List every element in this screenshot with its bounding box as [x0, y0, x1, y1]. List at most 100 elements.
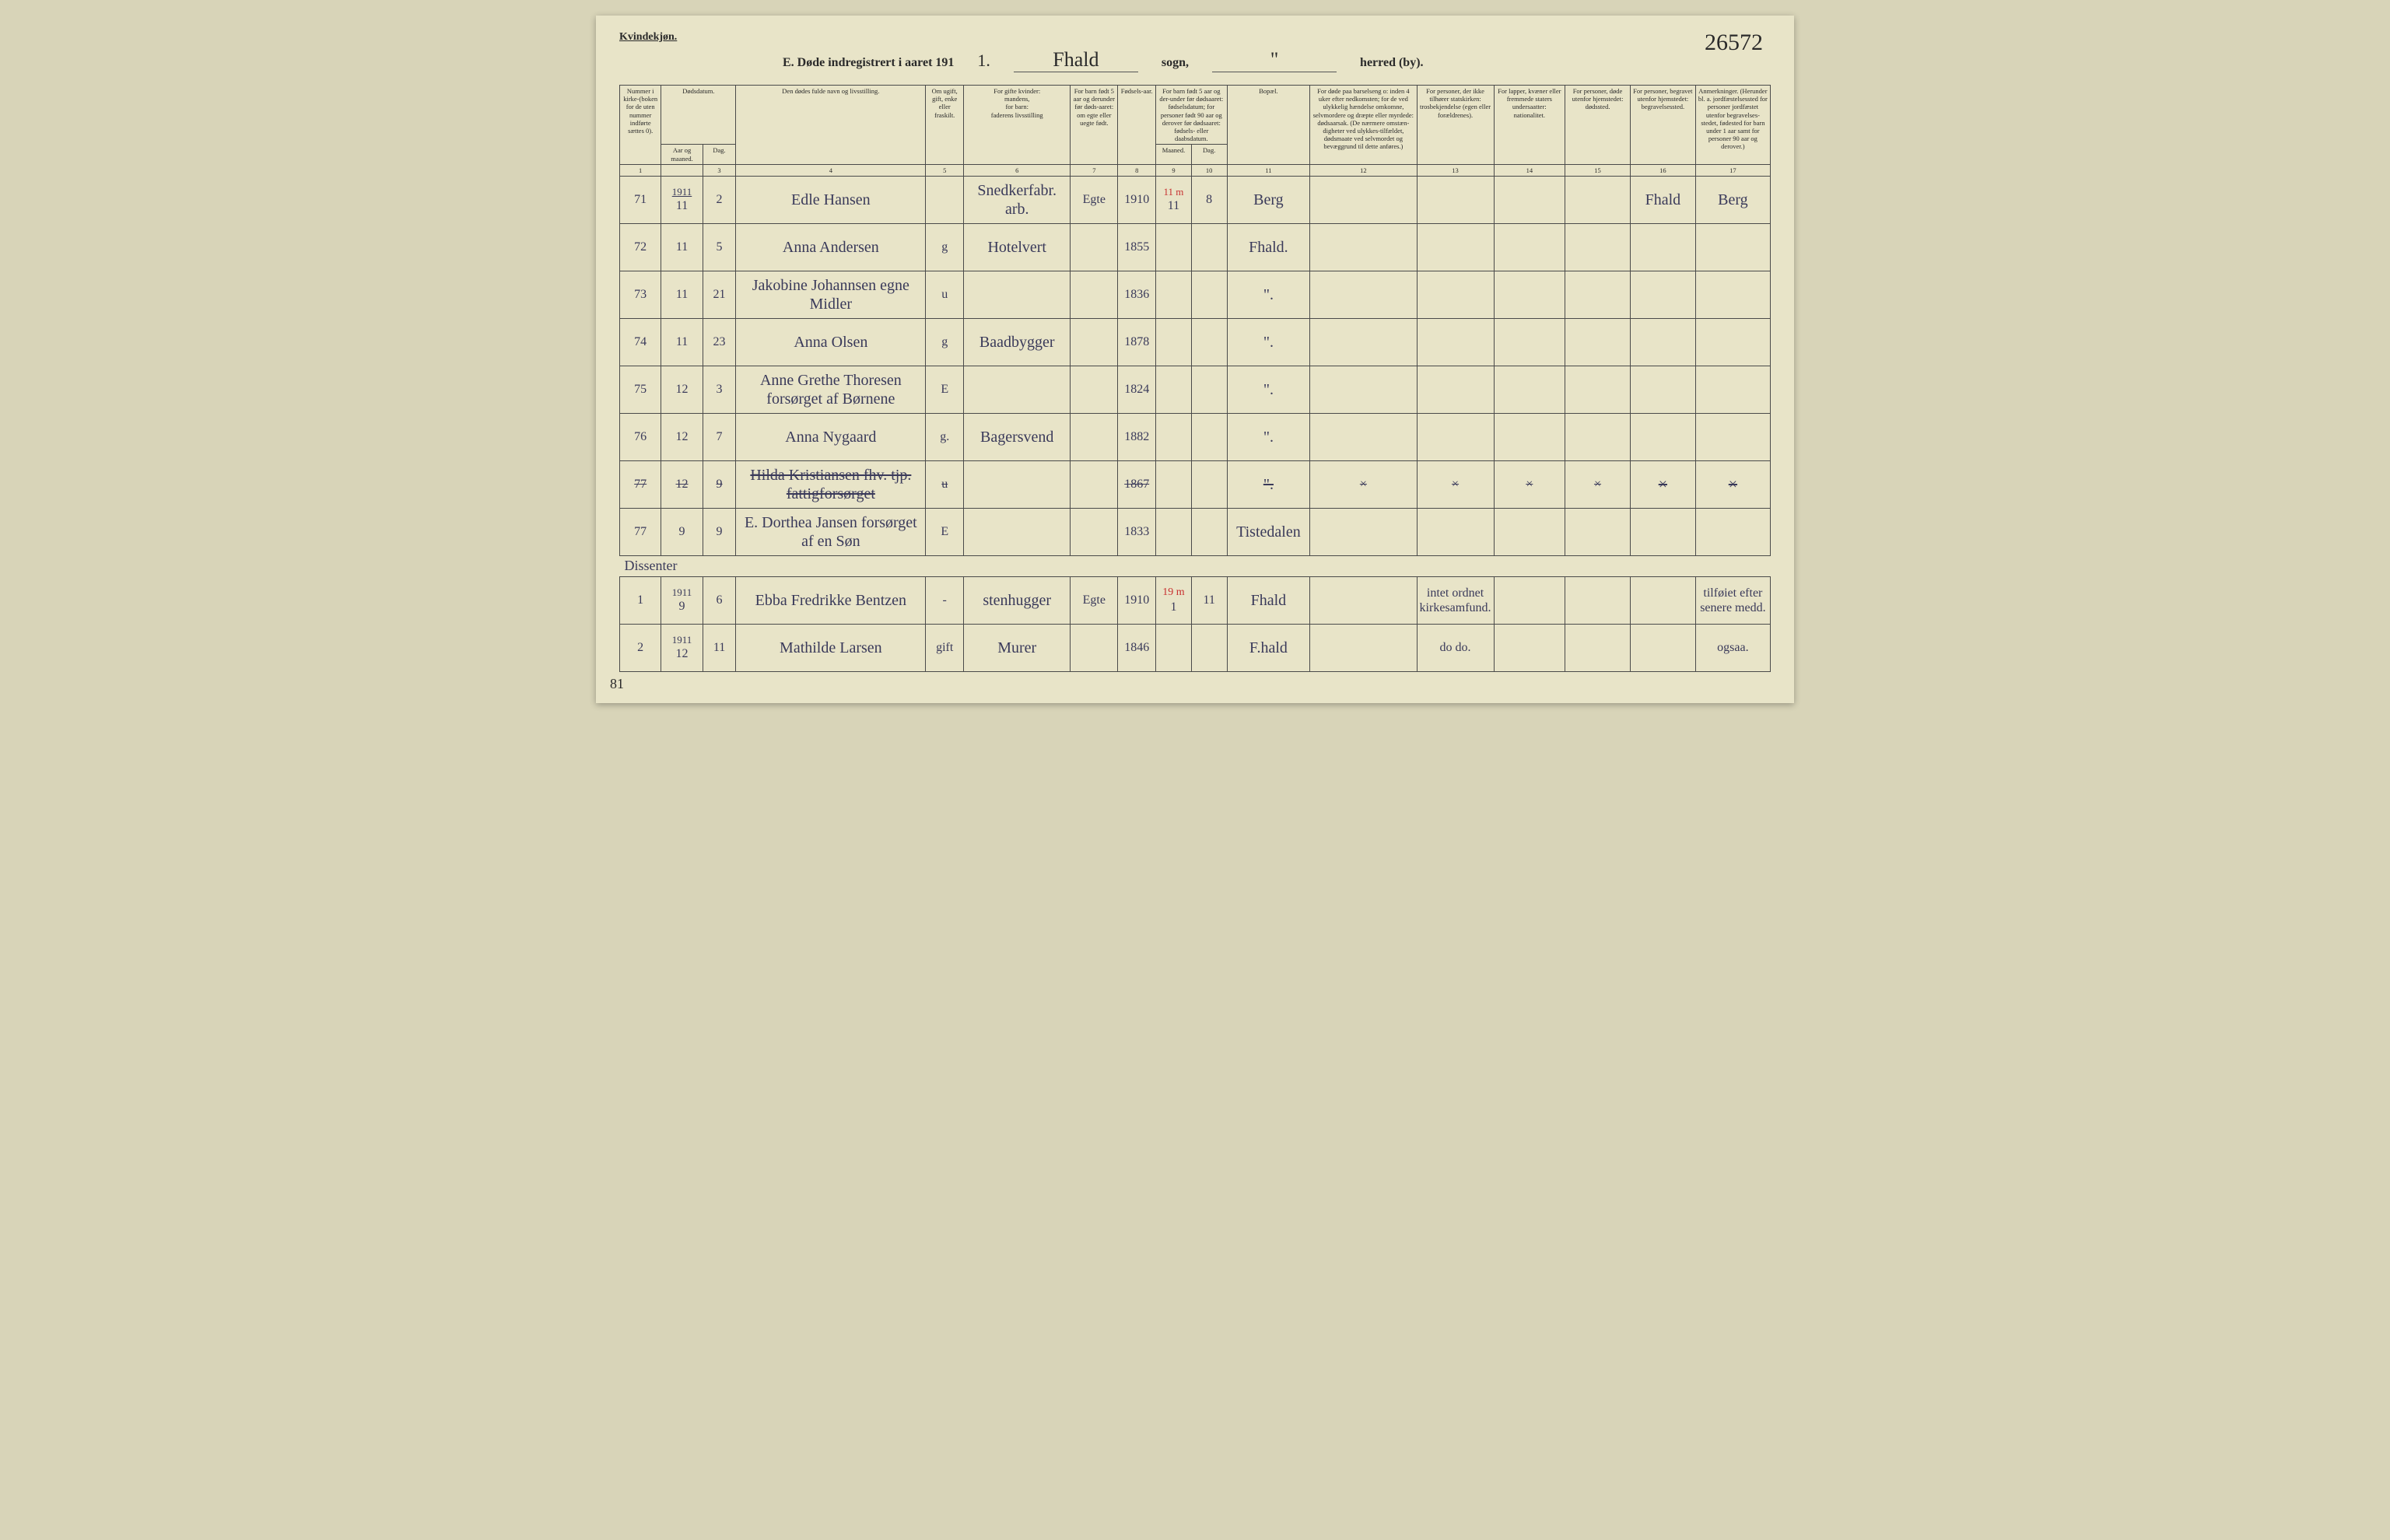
cell: 12 [661, 366, 703, 413]
cell: E [926, 366, 964, 413]
cell [1630, 508, 1695, 555]
table-row: 731121Jakobine Johannsen egne Midleru183… [620, 271, 1771, 318]
cell: Fhald [1227, 576, 1310, 624]
col-header: For personer, der ikke tilhører statskir… [1417, 86, 1494, 165]
cell [1695, 366, 1770, 413]
cell: 11 [661, 271, 703, 318]
cell [1071, 318, 1118, 366]
cell: 5 [703, 223, 736, 271]
cell [1156, 271, 1192, 318]
cell: Mathilde Larsen [736, 624, 926, 671]
cell: tilføiet efter senere medd. [1695, 576, 1770, 624]
section-row: Dissenter [620, 555, 1771, 576]
column-numbers-row: 13 456 789 101112 131415 1617 [620, 164, 1771, 176]
col-header: For lapper, kvæner eller fremmede stater… [1494, 86, 1565, 165]
cell: g [926, 223, 964, 271]
cell [1156, 366, 1192, 413]
cell [1417, 508, 1494, 555]
cell [1565, 413, 1631, 460]
cell: stenhugger [964, 576, 1071, 624]
cell [1630, 271, 1695, 318]
cell [1695, 318, 1770, 366]
cell [1695, 271, 1770, 318]
table-row: 7799E. Dorthea Jansen forsørget af en Sø… [620, 508, 1771, 555]
cell: ". [1227, 366, 1310, 413]
cell [1695, 508, 1770, 555]
cell: ". [1227, 413, 1310, 460]
cell: 1910 [1118, 576, 1156, 624]
cell [964, 508, 1071, 555]
cell [1494, 318, 1565, 366]
cell: ". [1227, 318, 1310, 366]
cell: 71 [620, 176, 661, 223]
cell [1071, 508, 1118, 555]
cell [1310, 366, 1417, 413]
cell [1630, 318, 1695, 366]
cell: Berg [1695, 176, 1770, 223]
page-number: 26572 [1705, 30, 1763, 56]
cell: Jakobine Johannsen egne Midler [736, 271, 926, 318]
cell [1630, 366, 1695, 413]
cell [1071, 460, 1118, 508]
col-header: Dag. [1191, 145, 1227, 164]
col-header: For gifte kvinder: mandens, for barn: fa… [964, 86, 1071, 165]
herred-value: " [1212, 48, 1337, 72]
cell: 9 [661, 508, 703, 555]
cell: Fhald [1630, 176, 1695, 223]
cell: 11 [661, 223, 703, 271]
cell: 1867 [1118, 460, 1156, 508]
cell: Egte [1071, 176, 1118, 223]
cell [1191, 318, 1227, 366]
cell [1310, 223, 1417, 271]
col-header: For personer, døde utenfor hjemstedet: d… [1565, 86, 1631, 165]
cell: do do. [1417, 624, 1494, 671]
cell: 23 [703, 318, 736, 366]
cell [1630, 624, 1695, 671]
cell: 9 [703, 460, 736, 508]
cell [1156, 413, 1192, 460]
cell: u [926, 271, 964, 318]
cell [1494, 176, 1565, 223]
cell [964, 460, 1071, 508]
cell [964, 366, 1071, 413]
cell [1630, 223, 1695, 271]
cell [1310, 624, 1417, 671]
cell: × [1695, 460, 1770, 508]
table-row: 1191196Ebba Fredrikke Bentzen-stenhugger… [620, 576, 1771, 624]
cell: gift [926, 624, 964, 671]
cell: 19119 [661, 576, 703, 624]
cell: 191111 [661, 176, 703, 223]
col-header: Maaned. [1156, 145, 1192, 164]
cell: 1833 [1118, 508, 1156, 555]
cell [1191, 508, 1227, 555]
cell [1494, 624, 1565, 671]
cell: Baadbygger [964, 318, 1071, 366]
cell [1417, 413, 1494, 460]
cell: 77 [620, 460, 661, 508]
cell: 77 [620, 508, 661, 555]
cell [1156, 624, 1192, 671]
cell: 75 [620, 366, 661, 413]
cell: 2 [703, 176, 736, 223]
cell [1191, 624, 1227, 671]
sogn-value: Fhald [1014, 48, 1138, 72]
cell: E [926, 508, 964, 555]
cell [1494, 508, 1565, 555]
table-row: 77129Hilda Kristiansen fhv. tjp. fattigf… [620, 460, 1771, 508]
cell: ogsaa. [1695, 624, 1770, 671]
cell: 8 [1191, 176, 1227, 223]
cell [1494, 223, 1565, 271]
cell [1191, 460, 1227, 508]
cell: 12 [661, 413, 703, 460]
cell: 1836 [1118, 271, 1156, 318]
cell: × [1417, 460, 1494, 508]
cell: × [1630, 460, 1695, 508]
cell [1565, 176, 1631, 223]
cell [1417, 176, 1494, 223]
cell: g [926, 318, 964, 366]
col-header: Anmerkninger. (Herunder bl. a. jordfæste… [1695, 86, 1770, 165]
cell: E. Dorthea Jansen forsørget af en Søn [736, 508, 926, 555]
cell: 11 m11 [1156, 176, 1192, 223]
cell: × [1310, 460, 1417, 508]
cell [1417, 271, 1494, 318]
